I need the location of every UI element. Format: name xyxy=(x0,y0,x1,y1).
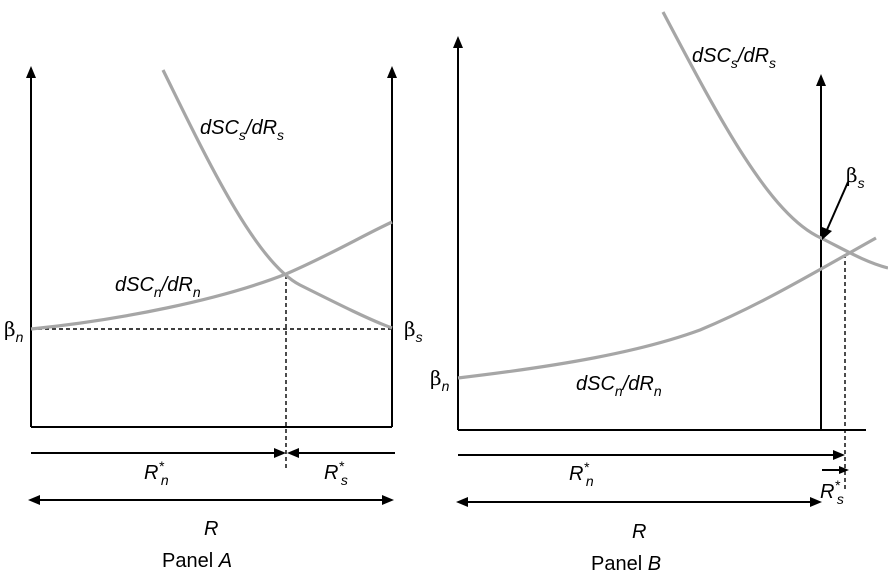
panel-b-mc-n-label: dSCn/dRn xyxy=(576,373,662,399)
panel-b-right-axis-arrowhead xyxy=(816,74,826,86)
panel-a-r-n-arrowhead xyxy=(274,448,286,458)
panel-a-r-total-arrowhead-left xyxy=(28,495,40,505)
panel-a-left-axis-arrowhead xyxy=(26,66,36,78)
panel-b-caption: Panel B xyxy=(591,553,661,575)
panel-b-r-total-arrowhead-right xyxy=(810,497,822,507)
panel-b-mc-n-curve xyxy=(457,236,877,380)
panel-b-left-axis-arrowhead xyxy=(453,36,463,48)
panel-b-beta-s-pointer-head xyxy=(822,227,832,240)
panel-a-caption: Panel A xyxy=(162,550,232,572)
panel-a-right-axis-arrowhead xyxy=(387,66,397,78)
panel-b-r-s-label: R* s xyxy=(820,477,844,507)
panel-a-r-total-arrowhead-right xyxy=(382,495,394,505)
panel-a-r-total-label: R xyxy=(204,518,218,540)
panel-b-r-s-arrowhead xyxy=(839,466,849,474)
panel-a-r-s-label: R* s xyxy=(324,458,348,488)
panel-b-mc-s-label: dSCs/dRs xyxy=(692,45,776,71)
panel-b-r-total-arrowhead-left xyxy=(456,497,468,507)
panel-a-r-n-label: R* n xyxy=(144,458,169,488)
panel-a-mc-s-label: dSCs/dRs xyxy=(200,117,284,143)
panel-b-beta-s-pointer xyxy=(825,181,849,233)
panel-b-beta-n-label: βn xyxy=(430,366,450,394)
panel-b: dSCs/dRs dSCn/dRn βn βs R* n R* s R Panel … xyxy=(430,11,888,575)
panel-b-mc-s-curve xyxy=(661,11,888,270)
panel-a-mc-n-curve xyxy=(30,220,393,331)
panel-b-r-n-label: R* n xyxy=(569,459,594,489)
panel-a-r-s-arrowhead xyxy=(287,448,299,458)
panel-a-beta-s-label: βs xyxy=(404,317,423,345)
panel-b-beta-s-label: βs xyxy=(846,163,865,191)
panel-b-r-n-arrowhead xyxy=(833,450,845,460)
panel-b-r-total-label: R xyxy=(632,521,646,543)
panel-a-beta-n-label: βn xyxy=(4,317,24,345)
panel-a: dSCs/dRs dSCn/dRn βn βs R* n R* s R Panel … xyxy=(4,66,423,572)
panel-a-mc-n-label: dSCn/dRn xyxy=(115,274,201,300)
